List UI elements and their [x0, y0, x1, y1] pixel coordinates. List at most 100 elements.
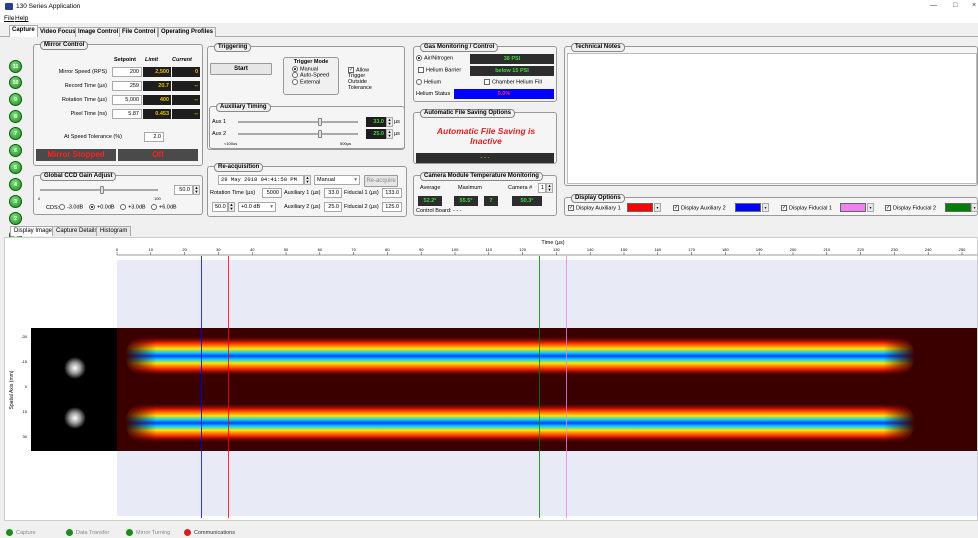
- gas-helium-option[interactable]: Helium: [416, 79, 441, 85]
- channel-10-button[interactable]: 10: [9, 76, 22, 89]
- tab-histogram[interactable]: Histogram: [96, 226, 132, 236]
- channel-3-button[interactable]: 3: [9, 195, 22, 208]
- auto-save-legend: Automatic File Saving Options: [420, 109, 516, 118]
- minimize-icon[interactable]: —: [930, 2, 937, 9]
- chevron-down-icon[interactable]: ▾: [971, 203, 978, 212]
- channel-4-button[interactable]: 4: [9, 178, 22, 191]
- display-aux1-color[interactable]: [627, 203, 653, 212]
- display-aux2-checkbox[interactable]: ✓ Display Auxiliary 2: [673, 205, 726, 211]
- aux1-spinner[interactable]: ▲ ▼: [386, 117, 393, 127]
- mirror-speed-setpoint[interactable]: 200: [112, 67, 142, 77]
- channel-8-button[interactable]: 8: [9, 110, 22, 123]
- chevron-down-icon[interactable]: ▾: [867, 203, 874, 212]
- close-icon[interactable]: ×: [972, 2, 977, 9]
- channel-6-button[interactable]: 6: [9, 144, 22, 157]
- tab-file-control[interactable]: File Control: [119, 27, 159, 37]
- x-tick-label: 30: [216, 247, 221, 252]
- allow-trigger-check-icon[interactable]: ✓: [348, 67, 354, 73]
- start-button[interactable]: Start: [210, 63, 272, 75]
- pixel-time-setpoint[interactable]: 5.87: [112, 109, 142, 119]
- reacq-datetime-input[interactable]: 29 May 2018 04:41:50 PM: [218, 175, 304, 185]
- maximize-icon[interactable]: □: [953, 2, 958, 9]
- display-fid2-color[interactable]: [945, 203, 971, 212]
- gas-air-radio[interactable]: [416, 55, 422, 61]
- speed-tolerance-input[interactable]: 2.0: [144, 132, 164, 142]
- trigger-mode-external[interactable]: External: [292, 78, 338, 85]
- chevron-down-icon[interactable]: ▾: [762, 203, 769, 212]
- gas-helium-radio[interactable]: [416, 79, 422, 85]
- reacq-mode-select[interactable]: Manual ▾: [314, 175, 360, 185]
- channel-11-button[interactable]: 11: [9, 60, 22, 73]
- rotation-time-setpoint[interactable]: 5,000: [112, 95, 142, 105]
- temp-camera-number[interactable]: 1: [538, 183, 546, 193]
- aux1-value[interactable]: 33.0: [366, 117, 386, 127]
- status-mirror-turning-label: Mirror Turning: [136, 529, 171, 536]
- tab-video-focus[interactable]: Video Focus: [37, 27, 79, 37]
- aux2-slider-track[interactable]: [238, 133, 358, 135]
- cds-radio-plus3[interactable]: [120, 204, 126, 210]
- channel-5-button[interactable]: 5: [9, 161, 22, 174]
- tab-capture-details[interactable]: Capture Details: [52, 226, 102, 236]
- cds-option-0[interactable]: +0.0dB: [89, 204, 115, 210]
- display-fid2-checkbox[interactable]: ✓ Display Fiducial 2: [885, 205, 936, 211]
- trigger-mode-auto-radio[interactable]: [292, 72, 298, 79]
- aux2-slider-thumb[interactable]: [318, 130, 322, 138]
- display-aux1-check[interactable]: ✓: [568, 205, 574, 211]
- reacq-db-select[interactable]: +0.0 dB ▾: [238, 202, 276, 212]
- gas-air-option[interactable]: Air/Nitrogen: [416, 55, 453, 61]
- helium-barrier-check[interactable]: [418, 67, 424, 73]
- gain-slider-thumb[interactable]: [100, 186, 104, 194]
- tab-image-control[interactable]: Image Control: [75, 27, 122, 37]
- display-aux2-color[interactable]: [735, 203, 761, 212]
- gain-min-label: 0: [38, 196, 41, 201]
- cds-radio-plus6[interactable]: [151, 204, 157, 210]
- gas-air-label: Air/Nitrogen: [424, 55, 454, 62]
- tab-display-image[interactable]: Display Image: [10, 226, 57, 236]
- display-fid1-color[interactable]: [840, 203, 866, 212]
- cds-option-plus6[interactable]: +6.0dB: [151, 204, 177, 210]
- reacquire-button[interactable]: Re-acquire: [364, 175, 398, 187]
- cds-option-plus3[interactable]: +3.0dB: [120, 204, 146, 210]
- tab-operating-profiles[interactable]: Operating Profiles: [158, 27, 217, 37]
- menu-file[interactable]: File: [4, 15, 15, 22]
- chamber-fill-checkbox[interactable]: Chamber Helium Fill: [484, 79, 542, 85]
- allow-trigger-checkbox[interactable]: ✓ Allow Trigger Outside Tolerance: [348, 67, 378, 91]
- aux1-slider-thumb[interactable]: [318, 118, 322, 126]
- display-fid2-check[interactable]: ✓: [885, 205, 891, 211]
- gain-spinner[interactable]: ▲ ▼: [193, 185, 200, 195]
- tab-capture[interactable]: Capture: [9, 25, 38, 37]
- display-fid1-check[interactable]: ✓: [781, 205, 787, 211]
- channel-7-button[interactable]: 7: [9, 127, 22, 140]
- temp-camera-spinner[interactable]: ▲ ▼: [546, 183, 553, 193]
- channel-9-button[interactable]: 9: [9, 93, 22, 106]
- reacq-db-value: +0.0 dB: [241, 204, 261, 210]
- title-bar: [0, 0, 978, 13]
- aux-scale-min: <100us: [224, 141, 238, 146]
- reacq-gain-spinner[interactable]: ▲ ▼: [228, 202, 235, 212]
- aux2-value[interactable]: 25.0: [366, 129, 386, 139]
- trigger-mode-manual[interactable]: Manual: [292, 66, 338, 72]
- menu-help[interactable]: Help: [15, 15, 29, 22]
- trigger-mode-external-radio[interactable]: [292, 78, 298, 85]
- gain-slider-track[interactable]: [40, 189, 158, 191]
- streak-image-plot[interactable]: 0 10 20 30 40 50 60 70 80 90 100 110 120 130 140 150 160…: [5, 238, 977, 520]
- record-time-setpoint[interactable]: 259: [112, 81, 142, 91]
- display-fid1-checkbox[interactable]: ✓ Display Fiducial 1: [781, 205, 832, 211]
- aux2-spinner[interactable]: ▲ ▼: [386, 129, 393, 139]
- technical-notes-textarea[interactable]: [567, 53, 977, 184]
- reacq-datetime-spinner[interactable]: ▲ ▼: [304, 175, 311, 185]
- chevron-down-icon[interactable]: ▾: [654, 203, 661, 212]
- cds-option-minus3[interactable]: -3.0dB: [59, 204, 83, 210]
- trigger-mode-manual-radio[interactable]: [292, 66, 298, 72]
- display-aux1-checkbox[interactable]: ✓ Display Auxiliary 1: [568, 205, 621, 211]
- cds-radio-minus3[interactable]: [59, 204, 65, 210]
- channel-2-button[interactable]: 2: [9, 212, 22, 225]
- trigger-mode-auto-speed[interactable]: Auto-Speed: [292, 72, 338, 79]
- technical-notes-panel: Technical Notes: [564, 43, 978, 186]
- chamber-fill-check[interactable]: [484, 79, 490, 85]
- cds-radio-0[interactable]: [89, 204, 95, 210]
- helium-barrier-checkbox[interactable]: Helium Barrier: [418, 67, 461, 73]
- aux1-slider-track[interactable]: [238, 121, 358, 123]
- display-aux2-check[interactable]: ✓: [673, 205, 679, 211]
- gain-value-input[interactable]: 50.0: [174, 185, 193, 195]
